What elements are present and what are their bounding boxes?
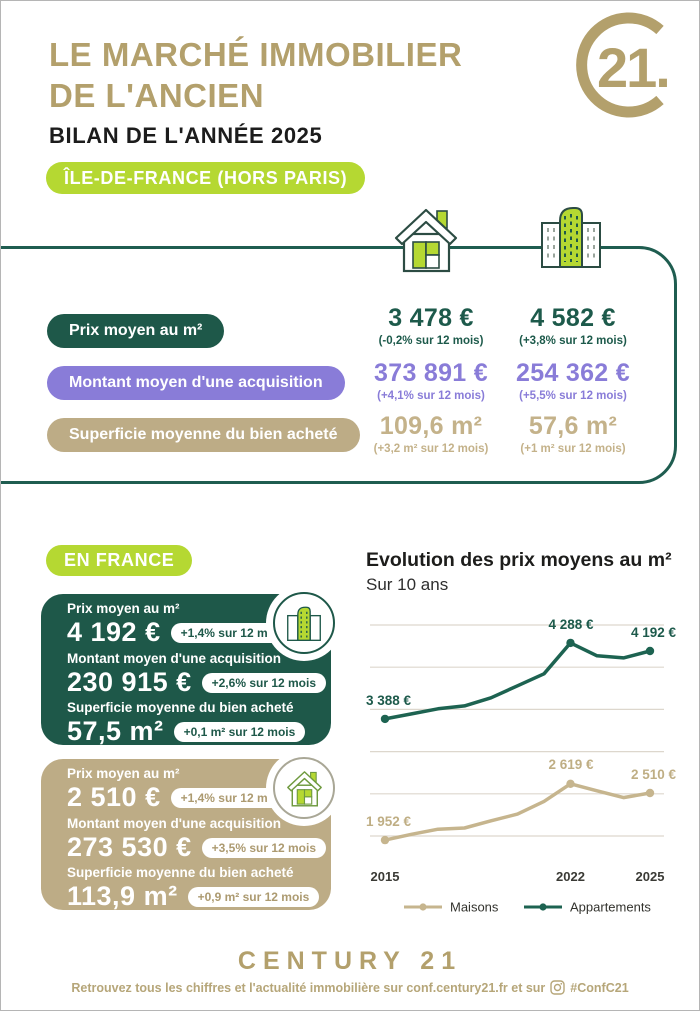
trend-badge: +3,5% sur 12 mois xyxy=(201,837,327,858)
stat-value: 57,5 m² xyxy=(67,716,164,746)
house-card-icon-circle xyxy=(273,757,335,819)
stat-acquisition-amount: Montant moyen d'une acquisition 230 915 … xyxy=(67,651,327,698)
stat-average-area: Superficie moyenne du bien acheté 113,9 … xyxy=(67,865,320,912)
stat-value: 2 510 € xyxy=(67,782,161,812)
building-icon xyxy=(541,207,601,268)
svg-text:4 192 €: 4 192 € xyxy=(631,625,677,640)
stat-label: Montant moyen d'une acquisition xyxy=(67,816,281,831)
stat-price-per-m2: Prix moyen au m² 2 510 € +1,4% sur 12 mo… xyxy=(67,766,295,813)
trend-note: (-0,2% sur 12 mois) xyxy=(378,335,484,347)
value: 57,6 m² xyxy=(528,412,618,440)
stat-value: 4 192 € xyxy=(67,617,161,647)
apartment-price-per-m2: 4 582 € (+3,8% sur 12 mois) xyxy=(503,304,643,347)
svg-text:2025: 2025 xyxy=(636,869,665,884)
footer-brand: CENTURY 21 xyxy=(237,947,463,975)
svg-text:Appartements: Appartements xyxy=(570,900,651,915)
house-average-area: 109,6 m² (+3,2 m² sur 12 mois) xyxy=(361,412,501,455)
trend-note: (+5,5% sur 12 mois) xyxy=(519,390,627,402)
page-title-line1: LE MARCHÉ IMMOBILIER xyxy=(49,36,463,73)
trend-badge: +1,4% sur 12 mois xyxy=(170,622,295,643)
svg-text:2022: 2022 xyxy=(556,869,585,884)
logo-c-arc xyxy=(576,12,664,118)
house-price-per-m2: 3 478 € (-0,2% sur 12 mois) xyxy=(361,304,501,347)
svg-text:Maisons: Maisons xyxy=(450,900,499,915)
row-label-price-per-m2: Prix moyen au m² xyxy=(47,314,225,348)
france-badge: EN FRANCE xyxy=(46,545,193,576)
stat-label: Prix moyen au m² xyxy=(67,601,180,616)
footer-tagline: Retrouvez tous les chiffres et l'actuali… xyxy=(1,980,699,995)
svg-text:2 619 €: 2 619 € xyxy=(548,757,594,772)
stat-label: Montant moyen d'une acquisition xyxy=(67,651,281,666)
house-icon xyxy=(286,771,322,807)
stat-label: Superficie moyenne du bien acheté xyxy=(67,700,294,715)
stat-price-per-m2: Prix moyen au m² 4 192 € +1,4% sur 12 mo… xyxy=(67,601,295,648)
svg-text:2 510 €: 2 510 € xyxy=(631,767,677,782)
chart-title: Evolution des prix moyens au m² xyxy=(366,549,672,571)
instagram-icon xyxy=(550,980,565,995)
apartment-card-icon-circle xyxy=(273,592,335,654)
chart-subtitle: Sur 10 ans xyxy=(366,575,449,594)
price-evolution-chart: 1 952 € 2 619 € 2 510 € 3 388 € 4 288 € 4 192… xyxy=(366,617,677,915)
trend-badge: +0,9 m² sur 12 mois xyxy=(187,886,320,907)
svg-text:1 952 €: 1 952 € xyxy=(366,814,412,829)
trend-note: (+3,8% sur 12 mois) xyxy=(519,335,627,347)
trend-note: (+3,2 m² sur 12 mois) xyxy=(373,443,489,455)
stat-value: 113,9 m² xyxy=(67,881,178,911)
building-icon xyxy=(287,606,321,641)
value: 109,6 m² xyxy=(379,412,483,440)
trend-note: (+4,1% sur 12 mois) xyxy=(377,390,485,402)
value: 373 891 € xyxy=(374,359,488,387)
footer-hashtag: #ConfC21 xyxy=(570,980,629,995)
page-title: LE MARCHÉ IMMOBILIER DE L'ANCIEN xyxy=(49,34,462,116)
footer-tagline-text: Retrouvez tous les chiffres et l'actuali… xyxy=(71,980,546,995)
house-acquisition-amount: 373 891 € (+4,1% sur 12 mois) xyxy=(361,359,501,402)
value: 3 478 € xyxy=(388,304,474,332)
row-label-average-area: Superficie moyenne du bien acheté xyxy=(47,418,360,452)
page-subtitle: BILAN DE L'ANNÉE 2025 xyxy=(49,123,323,148)
stat-value: 230 915 € xyxy=(67,667,192,697)
stat-average-area: Superficie moyenne du bien acheté 57,5 m… xyxy=(67,700,306,747)
stat-label: Superficie moyenne du bien acheté xyxy=(67,865,294,880)
trend-badge: +2,6% sur 12 mois xyxy=(201,672,327,693)
stat-acquisition-amount: Montant moyen d'une acquisition 273 530 … xyxy=(67,816,327,863)
trend-note: (+1 m² sur 12 mois) xyxy=(520,443,626,455)
value: 254 362 € xyxy=(516,359,630,387)
svg-text:2015: 2015 xyxy=(371,869,400,884)
svg-text:4 288 €: 4 288 € xyxy=(548,617,594,632)
region-badge: ÎLE-DE-FRANCE (HORS PARIS) xyxy=(46,162,366,194)
century21-logo: 21. xyxy=(576,12,671,118)
row-label-acquisition-amount: Montant moyen d'une acquisition xyxy=(47,366,345,400)
value: 4 582 € xyxy=(530,304,616,332)
house-icon xyxy=(394,208,458,273)
svg-text:3 388 €: 3 388 € xyxy=(366,693,412,708)
region-stats-panel xyxy=(1,246,677,484)
stat-value: 273 530 € xyxy=(67,832,192,862)
trend-badge: +1,4% sur 12 mois xyxy=(170,787,295,808)
trend-badge: +0,1 m² sur 12 mois xyxy=(173,721,306,742)
logo-number: 21. xyxy=(597,36,669,99)
page-title-line2: DE L'ANCIEN xyxy=(49,77,265,114)
stat-label: Prix moyen au m² xyxy=(67,766,180,781)
apartment-average-area: 57,6 m² (+1 m² sur 12 mois) xyxy=(503,412,643,455)
apartment-acquisition-amount: 254 362 € (+5,5% sur 12 mois) xyxy=(503,359,643,402)
